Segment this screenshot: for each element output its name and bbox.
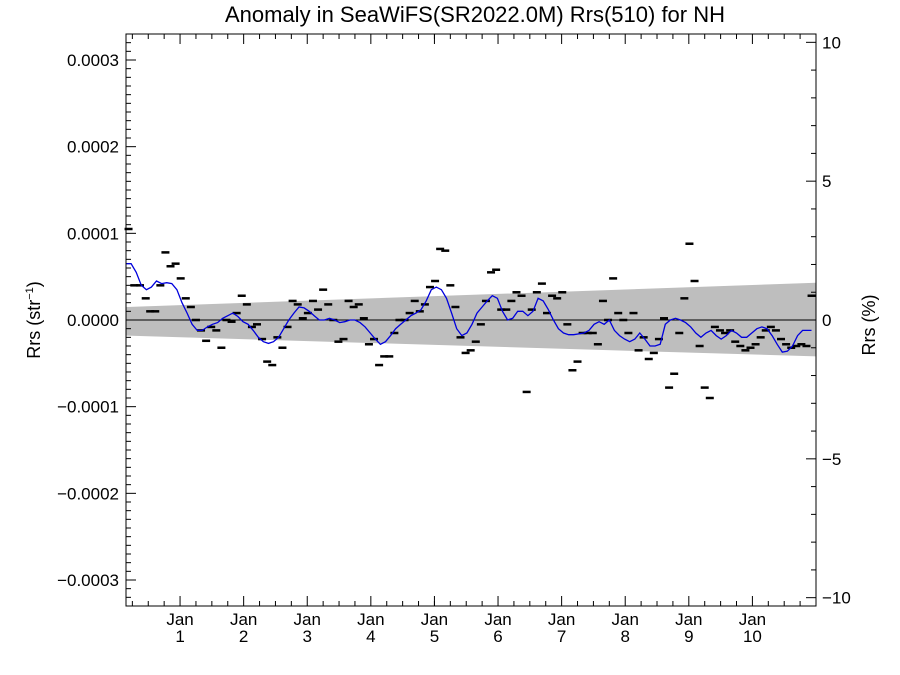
x-axis-tick-label-month: Jan xyxy=(421,610,448,629)
left-axis-tick-label: 0.0003 xyxy=(67,51,119,70)
x-axis-tick-label-month: Jan xyxy=(548,610,575,629)
x-axis-tick-label-year: 2 xyxy=(239,627,248,646)
axes: 0.0003 0.0002 0.0001 0.0000 −0.0001 −0.0002 −0… xyxy=(57,33,851,646)
x-axis-tick-label-year: 9 xyxy=(684,627,693,646)
left-axis-tick-label: 0.0001 xyxy=(67,224,119,243)
right-axis-tick-label: −10 xyxy=(822,589,851,608)
x-axis-tick-label-year: 6 xyxy=(493,627,502,646)
right-axis-tick-label: 5 xyxy=(822,172,831,191)
x-axis-tick-label-month: Jan xyxy=(230,610,257,629)
x-axis-tick-label-year: 10 xyxy=(743,627,762,646)
x-axis-tick-label-year: 5 xyxy=(430,627,439,646)
left-axis-tick-label: −0.0001 xyxy=(57,398,119,417)
x-axis-tick-label-month: Jan xyxy=(484,610,511,629)
right-axis-tick-label: 10 xyxy=(822,33,841,52)
x-axis-tick-label-year: 8 xyxy=(620,627,629,646)
running-mean-line xyxy=(126,263,812,353)
x-axis-tick-label-year: 7 xyxy=(557,627,566,646)
chart-title: Anomaly in SeaWiFS(SR2022.0M) Rrs(510) f… xyxy=(225,2,725,27)
left-axis-tick-label: 0.0002 xyxy=(67,138,119,157)
x-axis-tick-label-month: Jan xyxy=(166,610,193,629)
plot-area xyxy=(124,227,816,400)
right-axis-tick-label: −5 xyxy=(822,450,841,469)
x-axis-tick-label-month: Jan xyxy=(739,610,766,629)
x-axis-tick-label-month: Jan xyxy=(612,610,639,629)
x-axis-tick-label-month: Jan xyxy=(294,610,321,629)
left-axis-title: Rrs (str−1) xyxy=(24,281,44,359)
x-axis-tick-label-year: 4 xyxy=(366,627,375,646)
left-axis-tick-label: −0.0002 xyxy=(57,484,119,503)
right-axis-tick-label: 0 xyxy=(822,311,831,330)
x-axis-tick-label-month: Jan xyxy=(675,610,702,629)
right-axis-title: Rrs (%) xyxy=(859,295,879,356)
left-axis-tick-label: 0.0000 xyxy=(67,311,119,330)
x-axis-tick-label-month: Jan xyxy=(357,610,384,629)
left-axis-tick-label: −0.0003 xyxy=(57,571,119,590)
x-axis-tick-label-year: 3 xyxy=(303,627,312,646)
x-axis-tick-label-year: 1 xyxy=(175,627,184,646)
